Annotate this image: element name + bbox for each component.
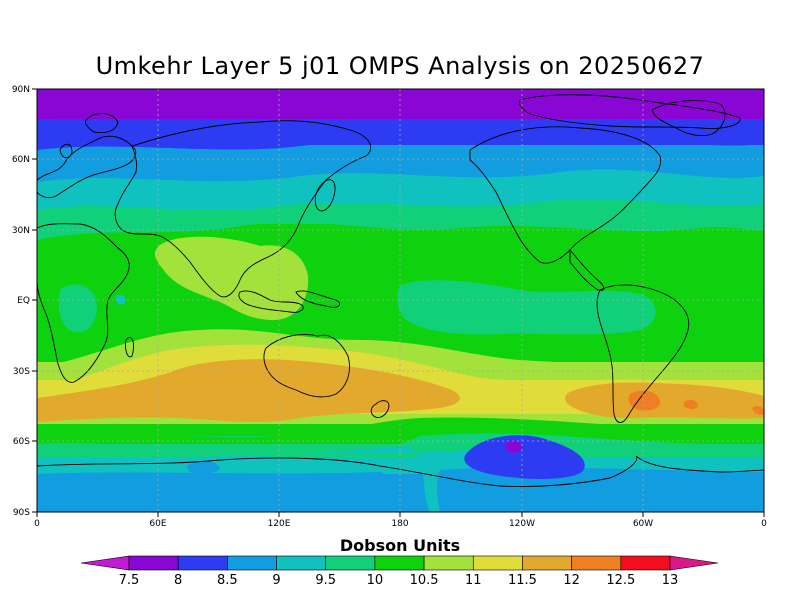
arctic-top-2: [37, 89, 764, 119]
ozone-field: [37, 89, 764, 512]
lon-label: 180: [391, 519, 408, 529]
colorbar-label: 8.5: [217, 573, 238, 588]
lon-label: 60E: [149, 519, 166, 529]
greenland-outline: [651, 100, 726, 137]
colorbar-label: 7.5: [119, 573, 140, 588]
colorbar-segment: [423, 555, 474, 571]
colorbar-label: 9.5: [315, 573, 336, 588]
colorbar-label: 11.5: [508, 573, 537, 588]
map-title: Umkehr Layer 5 j01 OMPS Analysis on 2025…: [95, 52, 705, 80]
south-seagreen-edge: [37, 433, 764, 458]
atlantic-peak-3: [752, 406, 764, 415]
coastlines: [37, 94, 764, 487]
lon-label: 120E: [268, 519, 291, 529]
australia-outline: [263, 334, 350, 398]
lat-label: 90S: [13, 508, 30, 518]
colorbar-label: 12: [563, 573, 580, 588]
central-america-outline: [569, 248, 605, 291]
scandinavia-outline: [85, 113, 119, 134]
colorbar-segment: [620, 555, 671, 571]
colorbar-segment: [325, 555, 376, 571]
mid-lat-teal-top: [37, 182, 764, 210]
colorbar-segment: [177, 555, 228, 571]
colorbar-segment: [522, 555, 572, 571]
africa-tropical-low: [58, 284, 97, 333]
colorbar-segment: [571, 555, 622, 571]
band-10: [37, 224, 764, 334]
lat-label: 30S: [13, 367, 30, 377]
colorbar-segment: [128, 555, 179, 571]
north-america-outline: [469, 126, 662, 264]
band-10_5-s: [37, 414, 764, 424]
colorbar-label: 9: [272, 573, 280, 588]
south-orange-max-indian: [37, 359, 460, 423]
new-guinea-outline: [295, 290, 340, 308]
lat-label: 90N: [12, 85, 30, 95]
japan-outline: [314, 179, 336, 212]
colorbar-label: 10.5: [410, 573, 439, 588]
high-lat-blue-top: [37, 119, 764, 150]
pacific-tropical-low: [397, 280, 656, 335]
mid-lat-cyanblue-top: [37, 150, 764, 182]
lon-label: 0: [761, 519, 767, 529]
antarctic-blue-east: [437, 467, 764, 512]
lon-label: 120W: [509, 519, 535, 529]
south-america-outline: [596, 284, 690, 423]
lat-label: EQ: [17, 296, 30, 306]
colorbar-segment: [276, 555, 327, 571]
colorbar-label: 12.5: [606, 573, 635, 588]
subtrop-seagreen: [37, 210, 764, 240]
indonesia-outline: [238, 290, 304, 313]
southern-ocean-core: [505, 440, 522, 453]
lat-label: 60N: [12, 155, 30, 165]
africa-outline: [37, 223, 130, 383]
colorbar-right-arrow: [669, 555, 719, 571]
antarctic-patch: [186, 460, 220, 474]
colorbar-label: 10: [367, 573, 384, 588]
colorbar-label: 8: [174, 573, 182, 588]
colorbar-left-arrow: [80, 555, 130, 571]
britain-outline: [59, 143, 73, 159]
new-zealand-outline: [370, 400, 390, 418]
colorbar-label: 11: [465, 573, 482, 588]
graticule: [37, 89, 764, 512]
south-orange-max-atlantic: [565, 382, 764, 419]
europe-outline: [37, 135, 137, 199]
southern-ocean-min: [464, 435, 585, 479]
colorbar-label: 13: [662, 573, 679, 588]
colorbar-title: Dobson Units: [339, 536, 461, 555]
africa-small-low: [115, 294, 126, 305]
atlantic-peak: [628, 390, 661, 411]
asian-monsoon-high: [155, 236, 309, 321]
colorbar-segment: [472, 555, 523, 571]
lat-label: 60S: [13, 437, 30, 447]
atlantic-peak-2: [684, 399, 698, 409]
colorbar-segment: [374, 555, 425, 571]
lon-label: 0: [34, 519, 40, 529]
arctic-archipelago-outline: [519, 94, 741, 129]
lat-labels: 90N 60N 30N EQ 30S 60S 90S: [12, 85, 30, 518]
asia-outline: [114, 120, 372, 298]
madagascar-outline: [125, 336, 135, 358]
colorbar-segment: [227, 555, 277, 571]
lon-label: 60W: [633, 519, 653, 529]
lat-label: 30N: [12, 226, 30, 236]
antarctic-blue-west: [37, 472, 412, 512]
axis-ticks: [32, 88, 765, 517]
antarctica-outline: [37, 455, 764, 487]
lon-labels: 0 60E 120E 180 120W 60W 0: [34, 519, 767, 529]
colorbar: 7.5 8 8.5 9 9.5 10 10.5 11 11.5 12 12.5 13: [80, 555, 719, 588]
